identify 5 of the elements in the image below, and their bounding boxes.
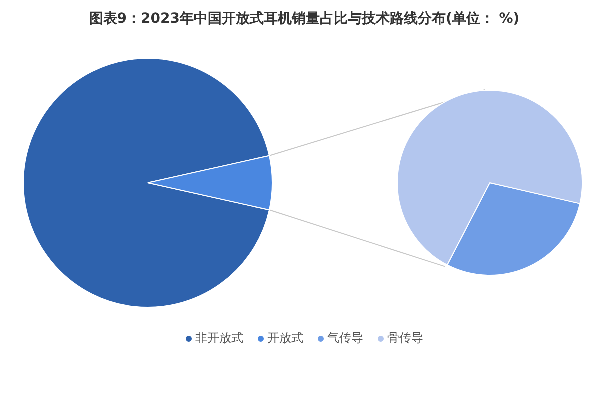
legend-label: 开放式	[268, 330, 304, 347]
legend-label: 骨传导	[388, 330, 424, 347]
legend-label: 非开放式	[196, 330, 244, 347]
legend-label: 气传导	[328, 330, 364, 347]
chart-title: 图表9：2023年中国开放式耳机销量占比与技术路线分布(单位： %)	[88, 10, 521, 28]
